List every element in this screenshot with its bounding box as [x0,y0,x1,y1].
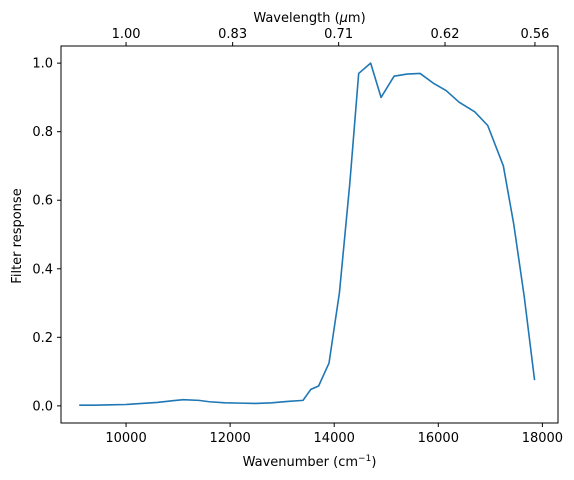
top-tick-label: 0.71 [324,27,353,42]
plot-area [61,46,558,423]
x-axis-label-end: ) [371,455,376,470]
y-tick-label: 0.4 [32,262,53,277]
y-tick-label: 0.2 [32,331,53,346]
top-tick-label: 1.00 [112,27,141,42]
x-tick-label: 10000 [105,431,146,446]
plot-frame [60,45,559,424]
x-tick-label: 14000 [314,431,355,446]
x-axis-label-text: Wavenumber (cm [243,455,358,470]
top-x-axis-label-end: m) [348,11,366,26]
y-axis-ticks: 0.0 0.2 0.4 0.6 0.8 1.0 [32,57,61,414]
bottom-x-axis-ticks: 10000 12000 14000 16000 18000 [105,423,563,446]
y-axis-label: Filter response [10,188,25,283]
x-tick-label: 12000 [209,431,250,446]
y-tick-label: 0.0 [32,399,53,414]
top-tick-label: 0.83 [218,27,247,42]
top-x-axis-label-mu: μ [339,11,348,26]
top-x-axis-label: Wavelength (μm) [253,11,365,26]
data-line-series-0 [79,62,536,406]
x-axis-label: Wavenumber (cm−1) [243,454,377,470]
x-tick-label: 18000 [522,431,563,446]
top-tick-label: 0.56 [520,27,549,42]
top-x-axis-ticks: 1.00 0.83 0.71 0.62 0.56 [112,27,549,46]
top-tick-label: 0.62 [431,27,460,42]
top-x-axis-label-text: Wavelength ( [253,11,339,26]
x-tick-label: 16000 [418,431,459,446]
data-line-group [79,62,536,406]
y-tick-label: 0.6 [32,194,53,209]
x-axis-label-superscript: −1 [358,454,371,464]
y-tick-label: 1.0 [32,57,53,72]
y-tick-label: 0.8 [32,125,53,140]
